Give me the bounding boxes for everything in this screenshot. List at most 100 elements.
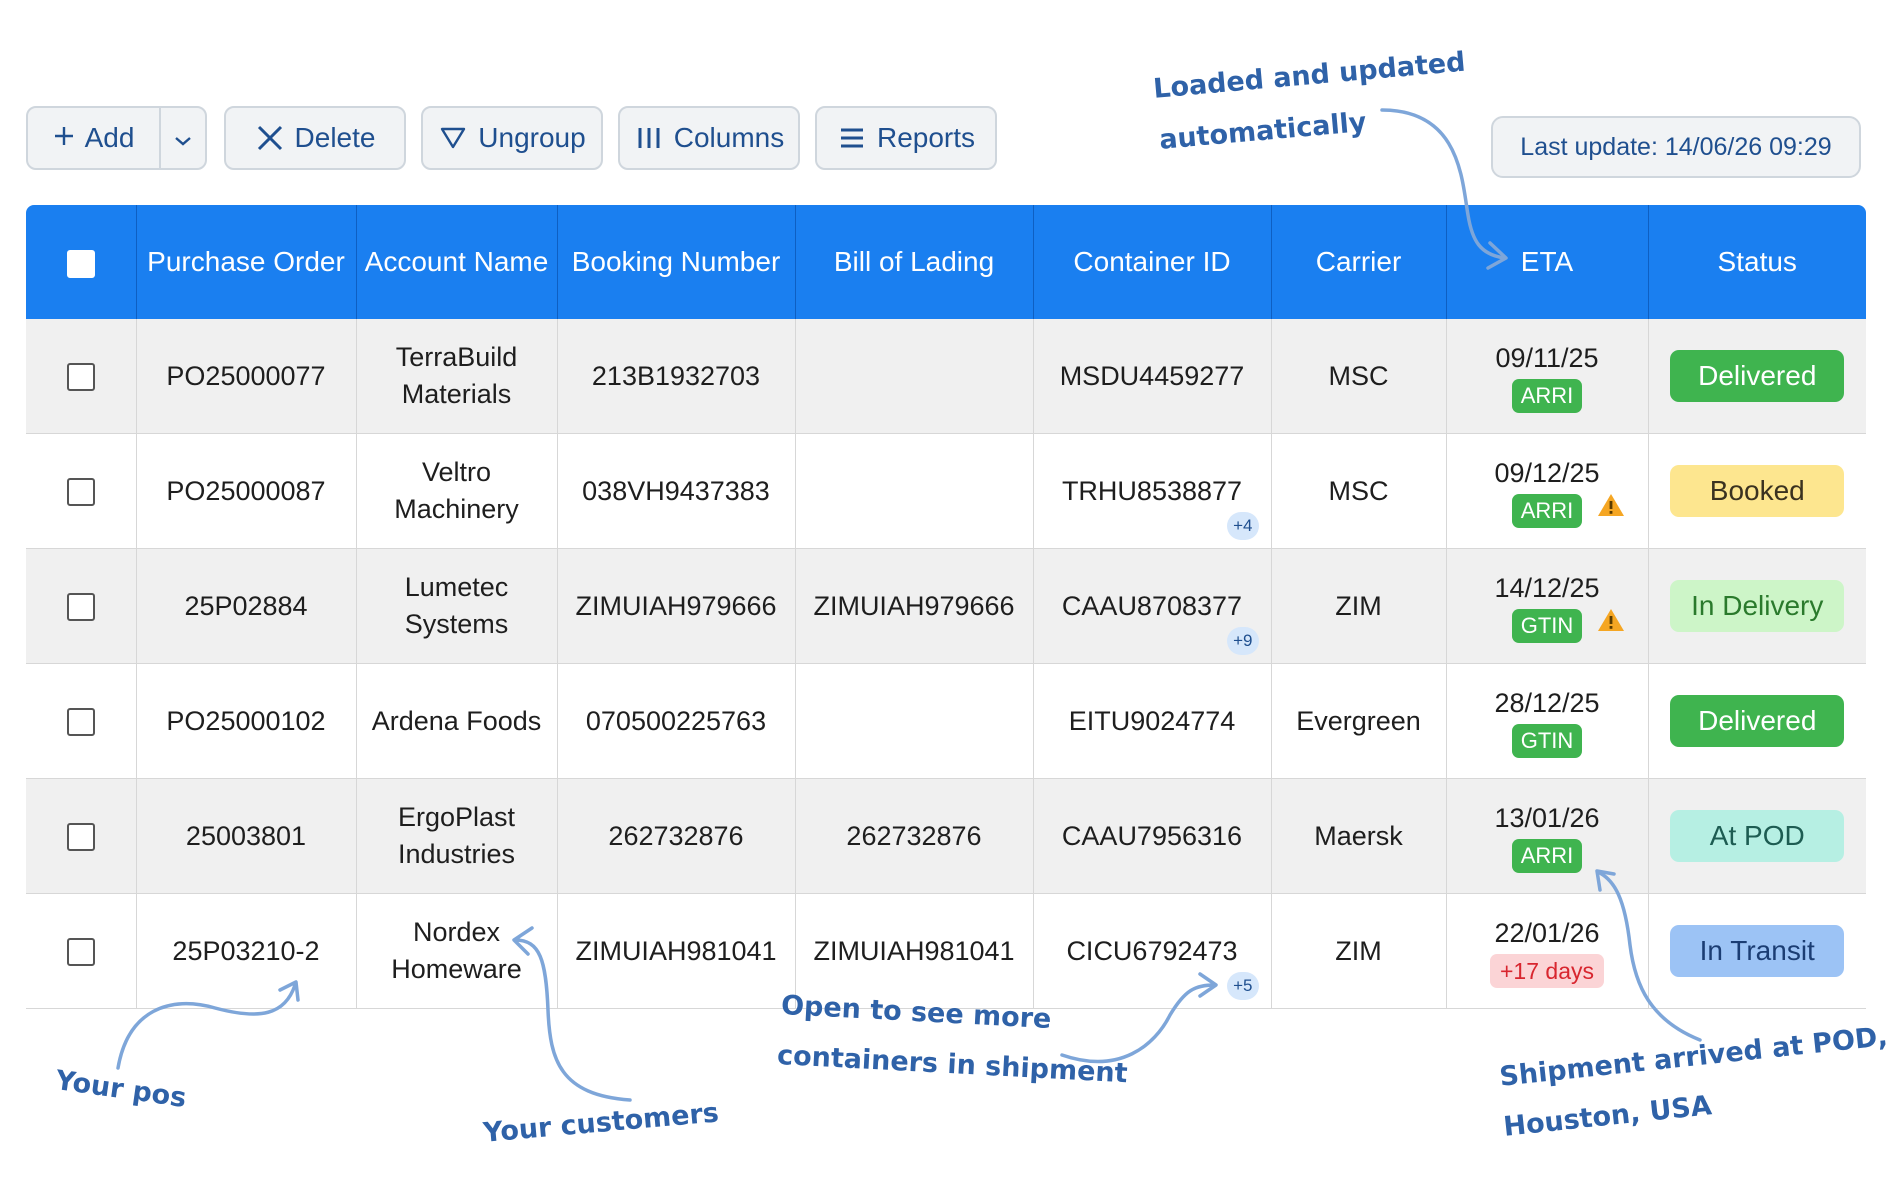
- cell-account-name: ErgoPlast Industries: [356, 778, 558, 894]
- carrier-value: Maersk: [1314, 820, 1403, 851]
- cell-booking-number: 213B1932703: [557, 319, 796, 434]
- cell-carrier: MSC: [1271, 319, 1447, 434]
- bill-of-lading-value: 262732876: [846, 820, 982, 851]
- reports-button[interactable]: Reports: [815, 106, 997, 170]
- cell-container-id: CAAU8708377 +9: [1033, 548, 1272, 664]
- bill-of-lading-value: ZIMUIAH979666: [813, 590, 1015, 621]
- cell-account-name: Ardena Foods: [356, 663, 558, 779]
- cell-eta: 09/12/25 ARRI: [1446, 433, 1649, 549]
- eta-tag: +17 days: [1490, 953, 1604, 988]
- cell-bill-of-lading: ZIMUIAH979666: [795, 548, 1034, 664]
- delete-button[interactable]: Delete: [224, 106, 406, 170]
- table-row[interactable]: 25P02884 Lumetec Systems ZIMUIAH979666 ZIMU…: [26, 548, 1866, 664]
- row-checkbox[interactable]: [66, 363, 95, 392]
- cell-account-name: Veltro Machinery: [356, 433, 558, 549]
- table-row[interactable]: PO25000087 Veltro Machinery 038VH9437383 TR…: [26, 433, 1866, 549]
- cell-account-name: TerraBuild Materials: [356, 319, 558, 434]
- cell-purchase-order: 25003801: [136, 778, 357, 894]
- cell-booking-number: 070500225763: [557, 663, 796, 779]
- account-name-value: ErgoPlast Industries: [397, 802, 516, 869]
- eta-date: 28/12/25: [1494, 687, 1600, 718]
- row-select-cell: [26, 778, 137, 894]
- purchase-order-value: 25003801: [185, 820, 307, 851]
- row-checkbox[interactable]: [66, 938, 95, 967]
- eta-tag: ARRI: [1511, 838, 1583, 873]
- row-checkbox[interactable]: [66, 478, 95, 507]
- cell-eta: 22/01/26 +17 days: [1446, 893, 1649, 1009]
- cell-purchase-order: PO25000077: [136, 319, 357, 434]
- eta-tag: GTIN: [1511, 723, 1583, 758]
- header-status[interactable]: Status: [1648, 205, 1866, 319]
- booking-number-value: ZIMUIAH981041: [575, 935, 777, 966]
- container-id-value: CAAU7956316: [1061, 820, 1243, 851]
- header-account-name[interactable]: Account Name: [356, 205, 558, 319]
- eta-date: 22/01/26: [1494, 917, 1600, 948]
- table-row[interactable]: PO25000077 TerraBuild Materials 213B193270…: [26, 319, 1866, 434]
- more-containers-badge[interactable]: +4: [1227, 512, 1259, 540]
- cell-carrier: ZIM: [1271, 893, 1447, 1009]
- account-name-value: Ardena Foods: [371, 705, 542, 736]
- container-id-value: CAAU8708377: [1061, 590, 1243, 621]
- table-row[interactable]: 25003801 ErgoPlast Industries 262732876 262…: [26, 778, 1866, 894]
- row-checkbox[interactable]: [66, 708, 95, 737]
- purchase-order-value: 25P03210-2: [172, 935, 320, 966]
- annotation-loaded-line2: automatically: [1158, 106, 1368, 156]
- header-carrier[interactable]: Carrier: [1271, 205, 1447, 319]
- cell-carrier: Evergreen: [1271, 663, 1447, 779]
- add-dropdown-button[interactable]: [161, 108, 205, 168]
- cell-eta: 14/12/25 GTIN: [1446, 548, 1649, 664]
- account-name-value: Lumetec Systems: [404, 572, 509, 639]
- cell-status: At POD: [1648, 778, 1866, 894]
- add-button[interactable]: Add: [28, 108, 161, 168]
- cell-booking-number: 262732876: [557, 778, 796, 894]
- ungroup-button[interactable]: Ungroup: [421, 106, 603, 170]
- add-button-label: Add: [84, 122, 135, 153]
- columns-icon: [634, 123, 664, 153]
- add-button-group: Add: [26, 106, 207, 170]
- cell-purchase-order: PO25000087: [136, 433, 357, 549]
- status-badge: In Delivery: [1670, 580, 1845, 632]
- eta-group: 28/12/25 GTIN: [1451, 685, 1644, 758]
- more-containers-badge[interactable]: +5: [1227, 972, 1259, 1000]
- header-label: Container ID: [1073, 246, 1231, 277]
- cell-bill-of-lading: [795, 663, 1034, 779]
- row-select-cell: [26, 319, 137, 434]
- cell-container-id: EITU9024774: [1033, 663, 1272, 779]
- cell-carrier: Maersk: [1271, 778, 1447, 894]
- header-label: Status: [1717, 246, 1797, 277]
- booking-number-value: 070500225763: [585, 705, 767, 736]
- row-select-cell: [26, 548, 137, 664]
- annotation-loaded-line1: Loaded and updated: [1152, 46, 1467, 105]
- cell-purchase-order: PO25000102: [136, 663, 357, 779]
- row-checkbox[interactable]: [66, 593, 95, 622]
- table-row[interactable]: 25P03210-2 Nordex Homeware ZIMUIAH981041 ZI…: [26, 893, 1866, 1009]
- columns-button[interactable]: Columns: [618, 106, 800, 170]
- header-container-id[interactable]: Container ID: [1033, 205, 1272, 319]
- booking-number-value: 038VH9437383: [582, 475, 770, 506]
- booking-number-value: ZIMUIAH979666: [575, 590, 777, 621]
- eta-tag: ARRI: [1511, 493, 1583, 528]
- select-all-checkbox[interactable]: [66, 249, 95, 278]
- carrier-value: MSC: [1328, 475, 1389, 506]
- table-row[interactable]: PO25000102 Ardena Foods 070500225763 EITU90…: [26, 663, 1866, 779]
- cell-booking-number: ZIMUIAH981041: [557, 893, 796, 1009]
- cell-eta: 09/11/25 ARRI: [1446, 319, 1649, 434]
- cell-eta: 13/01/26 ARRI: [1446, 778, 1649, 894]
- header-label: Bill of Lading: [833, 246, 995, 277]
- ungroup-button-label: Ungroup: [478, 122, 586, 153]
- header-purchase-order[interactable]: Purchase Order: [136, 205, 357, 319]
- status-badge: Booked: [1670, 465, 1845, 517]
- cell-purchase-order: 25P02884: [136, 548, 357, 664]
- cell-account-name: Lumetec Systems: [356, 548, 558, 664]
- cell-status: Delivered: [1648, 319, 1866, 434]
- header-booking-number[interactable]: Booking Number: [557, 205, 796, 319]
- cell-container-id: MSDU4459277: [1033, 319, 1272, 434]
- header-eta[interactable]: ETA: [1446, 205, 1649, 319]
- more-containers-badge[interactable]: +9: [1227, 627, 1259, 655]
- annotation-your-pos: Your pos: [53, 1065, 189, 1115]
- row-checkbox[interactable]: [66, 823, 95, 852]
- header-bill-of-lading[interactable]: Bill of Lading: [795, 205, 1034, 319]
- header-label: Booking Number: [571, 246, 781, 277]
- container-id-value: CICU6792473: [1066, 935, 1238, 966]
- row-select-cell: [26, 433, 137, 549]
